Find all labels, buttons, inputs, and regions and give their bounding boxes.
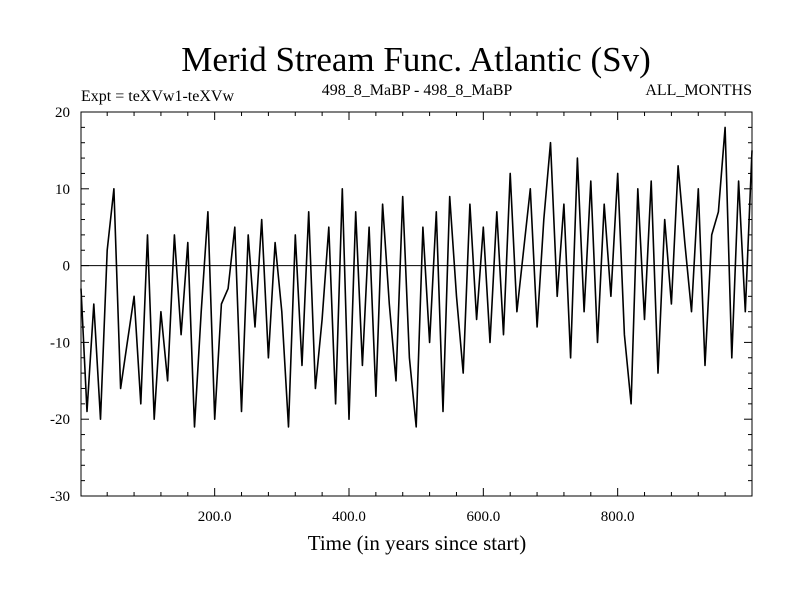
y-tick-labels: -30 -20 -10 0 10 20 bbox=[50, 105, 70, 505]
minor-ticks bbox=[81, 112, 752, 496]
y-tick-label: -30 bbox=[50, 489, 70, 505]
x-axis-label: Time (in years since start) bbox=[308, 531, 527, 555]
chart-title: Merid Stream Func. Atlantic (Sv) bbox=[181, 40, 651, 79]
x-tick-label: 600.0 bbox=[466, 509, 500, 525]
x-tick-label: 200.0 bbox=[198, 509, 232, 525]
plot-frame bbox=[80, 111, 753, 497]
y-tick-label: 0 bbox=[63, 259, 71, 275]
y-tick-label: 20 bbox=[55, 105, 70, 121]
x-tick-labels: 200.0 400.0 600.0 800.0 bbox=[198, 509, 635, 525]
subtitle-center: 498_8_MaBP - 498_8_MaBP bbox=[322, 82, 513, 99]
subtitle-right: ALL_MONTHS bbox=[645, 82, 752, 99]
x-tick-label: 800.0 bbox=[601, 509, 635, 525]
subtitle-left: Expt = teXVw1-teXVw bbox=[81, 88, 234, 105]
major-ticks bbox=[81, 111, 752, 497]
y-tick-label: -20 bbox=[50, 412, 70, 428]
series-line bbox=[80, 126, 753, 428]
x-tick-label: 400.0 bbox=[332, 509, 366, 525]
y-tick-label: -10 bbox=[50, 335, 70, 351]
y-tick-label: 10 bbox=[55, 182, 70, 198]
